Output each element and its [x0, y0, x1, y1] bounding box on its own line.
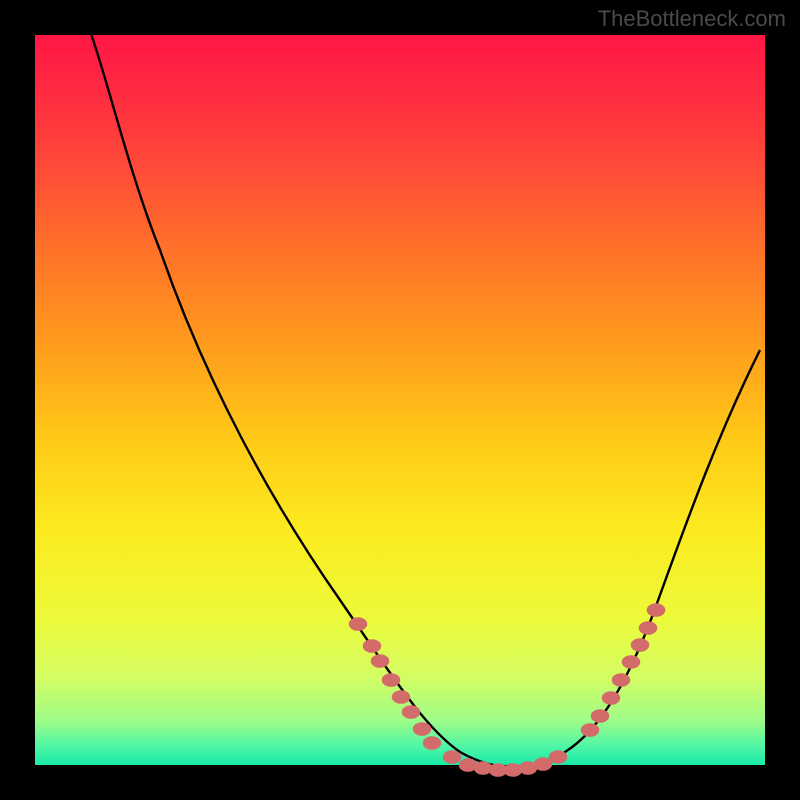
marker-point	[402, 706, 420, 719]
marker-point	[423, 737, 441, 750]
marker-point	[534, 758, 552, 771]
marker-point	[349, 618, 367, 631]
marker-point	[371, 655, 389, 668]
marker-point	[639, 622, 657, 635]
marker-point	[591, 710, 609, 723]
marker-point	[363, 640, 381, 653]
marker-point	[612, 674, 630, 687]
marker-point	[622, 656, 640, 669]
marker-point	[382, 674, 400, 687]
marker-point	[413, 723, 431, 736]
marker-point	[549, 751, 567, 764]
chart-stage: TheBottleneck.com	[0, 0, 800, 800]
marker-point	[504, 764, 522, 777]
watermark-label: TheBottleneck.com	[598, 6, 786, 32]
marker-point	[392, 691, 410, 704]
marker-point	[602, 692, 620, 705]
marker-point	[581, 724, 599, 737]
marker-point	[443, 751, 461, 764]
chart-svg	[0, 0, 800, 800]
marker-point	[474, 762, 492, 775]
marker-point	[631, 639, 649, 652]
marker-point	[647, 604, 665, 617]
plot-area	[35, 35, 765, 765]
